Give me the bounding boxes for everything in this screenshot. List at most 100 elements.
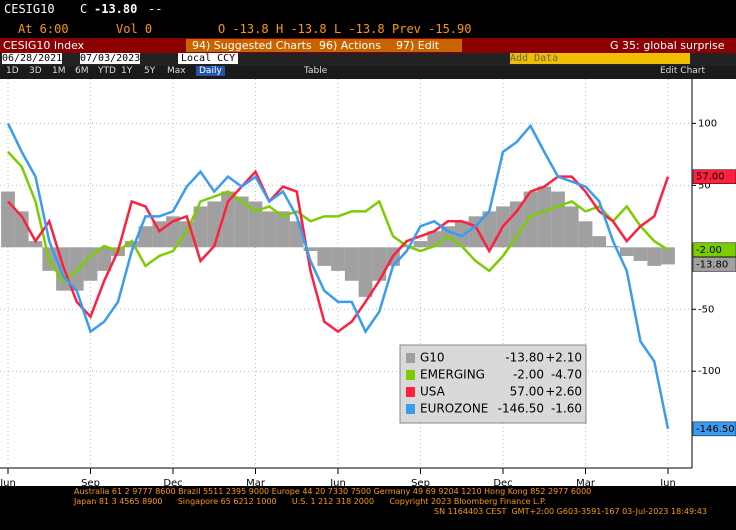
legend-last: 57.00 (510, 385, 544, 399)
area-bar (372, 247, 387, 281)
chart-id: G 35: global surprise (610, 39, 725, 52)
area-bar (1, 191, 15, 248)
area-bar (331, 247, 345, 271)
area-bar (509, 201, 524, 248)
dashes: -- (148, 2, 163, 16)
open: O -13.8 (218, 22, 269, 36)
legend-swatch (406, 404, 415, 414)
x-tick-label: Jun (659, 478, 676, 486)
high: H -13.8 (276, 22, 327, 36)
area-bar (358, 247, 373, 297)
legend-change: +2.60 (545, 385, 582, 399)
period-button[interactable]: Max (167, 66, 186, 76)
legend-last: -2.00 (513, 368, 544, 382)
area-bar (234, 196, 249, 248)
area-bar (262, 211, 277, 248)
prev: Prev -15.90 (392, 22, 472, 36)
footer-line: Japan 81 3 4565 8900 Singapore 65 6212 1… (74, 497, 547, 506)
actions[interactable]: 96) Actions (313, 39, 397, 52)
legend-box (399, 344, 587, 424)
start-date[interactable]: 06/28/2021 (2, 53, 63, 64)
period-button[interactable]: 1Y (121, 66, 133, 76)
last-value-tag (692, 169, 736, 184)
footer: Australia 61 2 9777 8600 Brazil 5511 239… (0, 486, 736, 530)
legend-name: EUROZONE (420, 402, 488, 416)
area-bar (661, 247, 675, 265)
table[interactable]: Table (304, 66, 328, 76)
period-button[interactable]: 1D (6, 66, 19, 76)
edit[interactable]: 97) Edit (390, 39, 462, 52)
x-tick-label: Jun (0, 478, 16, 486)
series-line (6, 122, 670, 430)
last-value-label: 57.00 (696, 172, 725, 183)
x-tick-label: Sep (411, 478, 430, 486)
legend-swatch (406, 353, 415, 363)
area-bar (248, 201, 263, 248)
x-tick-label: Mar (576, 478, 596, 486)
x-tick-label: Sep (81, 478, 100, 486)
area-bar (152, 221, 167, 248)
price: -13.80 (94, 2, 138, 16)
area-bar (303, 247, 318, 252)
legend-swatch (406, 387, 415, 397)
date-bar: 06/28/2021 07/03/2023 Local CCY Add Data (0, 53, 736, 66)
low: L -13.8 (334, 22, 385, 36)
x-tick-label: Dec (493, 478, 512, 486)
footer-line: SN 1164403 CEST GMT+2:00 G603-3591-167 0… (434, 507, 707, 516)
period-button[interactable]: 1M (52, 66, 66, 76)
y-tick-label: -100 (698, 366, 721, 377)
area-bar (633, 247, 648, 261)
area-bar (482, 211, 497, 248)
period-button[interactable]: 5Y (144, 66, 156, 76)
area-bar (454, 221, 469, 248)
area-bar (647, 247, 662, 266)
area-bar (69, 247, 84, 291)
area-bar (124, 241, 139, 248)
y-tick-label: -50 (698, 304, 714, 315)
y-tick-label: 50 (698, 180, 711, 191)
edit-chart[interactable]: Edit Chart (660, 66, 706, 76)
area-bar (317, 247, 332, 266)
legend-last: -146.50 (498, 402, 544, 416)
quote-details: At 6:00 Vol 0 O -13.8 H -13.8 L -13.8 Pr… (0, 20, 736, 38)
period-button[interactable]: 3D (29, 66, 42, 76)
area-bar (523, 191, 538, 248)
area-bar (83, 247, 98, 281)
period-button[interactable]: 6M (75, 66, 89, 76)
add-data[interactable]: Add Data (510, 53, 690, 64)
legend-name: G10 (420, 351, 445, 365)
legend-change: -4.70 (551, 368, 582, 382)
volume: Vol 0 (116, 22, 153, 36)
currency[interactable]: Local CCY (178, 53, 239, 64)
frequency[interactable]: Daily (196, 66, 225, 76)
last-value-tag (692, 242, 736, 258)
legend-swatch (406, 370, 415, 380)
x-tick-label: Dec (163, 478, 182, 486)
y-tick-label: 100 (698, 118, 717, 129)
end-date[interactable]: 07/03/2023 (80, 53, 141, 64)
area-bar (578, 221, 593, 248)
area-bar (564, 206, 579, 248)
menu-bar: CESIG10 Index 94) Suggested Charts 96) A… (0, 38, 736, 53)
last-value-label: -146.50 (696, 424, 735, 435)
area-bar (97, 247, 112, 271)
area-bar (619, 247, 634, 256)
legend-last: -13.80 (505, 351, 544, 365)
last-value-label: -13.80 (696, 259, 728, 270)
area-bar (221, 191, 235, 248)
area-bar (207, 201, 222, 248)
area-bar (537, 186, 552, 248)
x-tick-label: Jun (329, 478, 346, 486)
period-button[interactable]: YTD (98, 66, 116, 76)
c-label: C (80, 2, 88, 16)
chart: -100-5050100JunSepDecMarJunSepDecMarJun2… (0, 79, 736, 486)
suggested-charts[interactable]: 94) Suggested Charts (186, 39, 316, 52)
area-bar (138, 226, 153, 248)
last-value-label: -2.00 (696, 245, 722, 256)
area-bar (28, 241, 43, 248)
last-value-tag (692, 421, 736, 437)
security: CESIG10 Index (3, 39, 85, 52)
period-bar: 1D 3D 1M 6M YTD 1Y 5Y Max Daily Table Edit Char… (0, 66, 736, 79)
area-bar (344, 247, 359, 281)
